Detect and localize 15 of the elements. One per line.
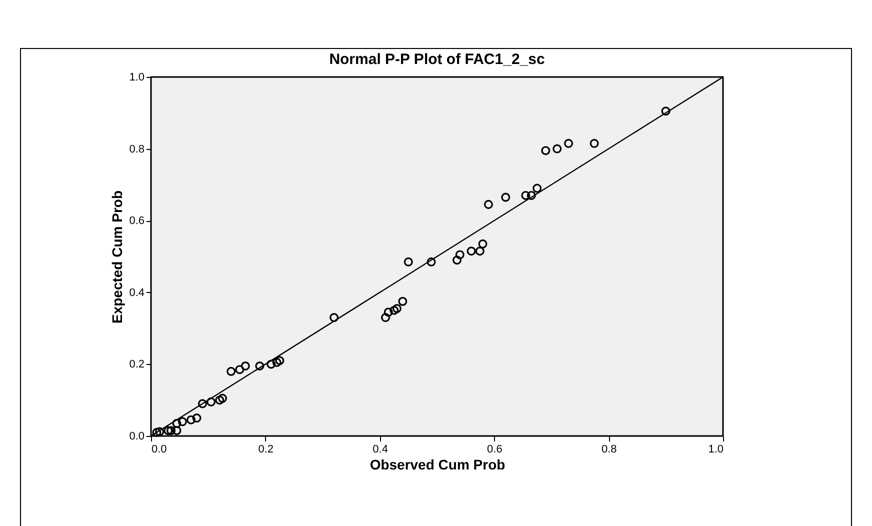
y-tick-label: 0.6 xyxy=(129,215,144,228)
y-tick-label: 0.0 xyxy=(129,430,144,442)
x-tick-label: 1.0 xyxy=(708,444,724,456)
y-tick-label: 1.0 xyxy=(129,72,144,84)
y-tick-label: 0.2 xyxy=(129,358,144,371)
y-tick-label: 0.4 xyxy=(129,286,144,299)
x-tick-label: 0.8 xyxy=(601,444,617,456)
x-tick-label: 0.0 xyxy=(152,444,167,456)
x-tick-label: 0.2 xyxy=(258,444,274,456)
x-tick-label: 0.6 xyxy=(487,444,502,456)
y-axis-title: Expected Cum Prob xyxy=(109,190,126,324)
x-tick-label: 0.4 xyxy=(372,444,388,456)
chart-title: Normal P-P Plot of FAC1_2_sc xyxy=(329,51,545,68)
x-axis-title: Observed Cum Prob xyxy=(370,456,506,472)
y-tick-label: 0.8 xyxy=(129,143,144,156)
